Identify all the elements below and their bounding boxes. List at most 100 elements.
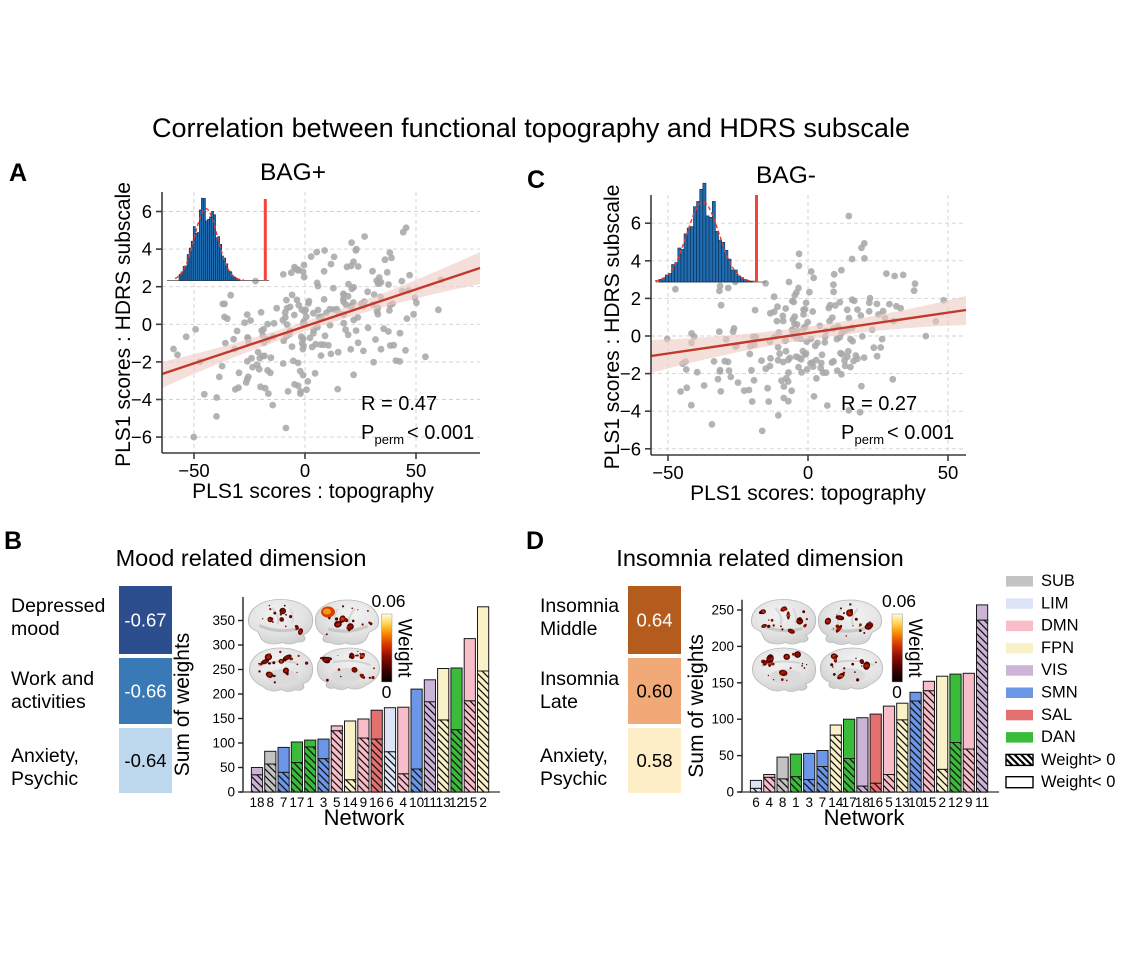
svg-text:Weight> 0: Weight> 0 (1041, 751, 1115, 769)
svg-text:Psychic: Psychic (540, 768, 607, 790)
svg-text:Sum of weights: Sum of weights (685, 634, 708, 778)
svg-text:3: 3 (805, 795, 813, 810)
svg-text:8: 8 (779, 795, 787, 810)
svg-text:P: P (841, 422, 854, 444)
svg-text:0.06: 0.06 (371, 591, 405, 611)
svg-text:−6: −6 (620, 438, 641, 459)
svg-text:Network: Network (324, 805, 406, 830)
svg-text:DAN: DAN (1041, 728, 1076, 746)
svg-text:LIM: LIM (1041, 594, 1069, 612)
svg-text:0: 0 (726, 785, 734, 800)
svg-text:4: 4 (766, 795, 774, 810)
svg-text:SMN: SMN (1041, 684, 1078, 702)
svg-text:0: 0 (892, 682, 902, 702)
svg-text:0.58: 0.58 (636, 750, 672, 771)
svg-text:7: 7 (280, 795, 288, 810)
svg-text:8: 8 (267, 795, 275, 810)
svg-text:2: 2 (479, 795, 487, 810)
svg-text:13: 13 (436, 795, 451, 810)
svg-text:perm: perm (855, 432, 885, 447)
svg-text:4: 4 (142, 239, 152, 260)
svg-text:9: 9 (965, 795, 973, 810)
svg-text:Insomnia related dimension: Insomnia related dimension (616, 545, 903, 571)
svg-text:R = 0.47: R = 0.47 (361, 393, 437, 415)
svg-text:100: 100 (212, 736, 235, 751)
svg-text:< 0.001: < 0.001 (407, 422, 474, 444)
svg-text:10: 10 (908, 795, 923, 810)
svg-text:SUB: SUB (1041, 572, 1075, 590)
svg-text:PLS1 scores : topography: PLS1 scores : topography (192, 480, 434, 503)
svg-text:Correlation between functional: Correlation between functional topograph… (152, 113, 910, 143)
svg-text:18: 18 (855, 795, 870, 810)
svg-text:9: 9 (360, 795, 368, 810)
svg-text:Sum of weights: Sum of weights (171, 633, 194, 777)
svg-text:18: 18 (249, 795, 264, 810)
svg-text:11: 11 (975, 795, 989, 810)
svg-text:BAG-: BAG- (756, 162, 816, 189)
svg-text:5: 5 (885, 795, 893, 810)
svg-text:VIS: VIS (1041, 661, 1068, 679)
svg-text:Mood related dimension: Mood related dimension (116, 545, 367, 571)
svg-text:1: 1 (306, 795, 314, 810)
svg-text:Weight: Weight (904, 619, 925, 679)
svg-text:D: D (526, 527, 544, 555)
svg-text:perm: perm (375, 432, 405, 447)
svg-text:−4: −4 (131, 389, 152, 410)
svg-text:-0.67: -0.67 (124, 610, 166, 631)
svg-text:0: 0 (227, 785, 235, 800)
svg-text:16: 16 (369, 795, 384, 810)
svg-text:FPN: FPN (1041, 639, 1074, 657)
svg-text:-0.66: -0.66 (124, 681, 166, 702)
svg-text:7: 7 (819, 795, 827, 810)
svg-text:Middle: Middle (540, 618, 597, 640)
svg-text:BAG+: BAG+ (260, 159, 326, 186)
svg-text:12: 12 (948, 795, 963, 810)
svg-text:Insomnia: Insomnia (540, 668, 619, 690)
svg-text:Anxiety,: Anxiety, (11, 745, 79, 767)
svg-text:50: 50 (719, 748, 734, 763)
svg-text:0.60: 0.60 (636, 681, 672, 702)
svg-text:200: 200 (212, 687, 235, 702)
svg-text:0: 0 (631, 326, 641, 347)
svg-text:Weight: Weight (394, 619, 415, 679)
svg-text:2: 2 (142, 276, 152, 297)
svg-text:350: 350 (212, 613, 235, 628)
svg-text:Psychic: Psychic (11, 768, 78, 790)
svg-text:0.06: 0.06 (882, 591, 916, 611)
svg-text:15: 15 (462, 795, 477, 810)
svg-text:5: 5 (333, 795, 341, 810)
svg-text:6: 6 (631, 213, 641, 234)
svg-text:2: 2 (631, 288, 641, 309)
svg-text:−4: −4 (620, 401, 641, 422)
svg-text:16: 16 (868, 795, 883, 810)
svg-text:-0.64: -0.64 (124, 750, 166, 771)
svg-text:150: 150 (711, 675, 734, 690)
svg-text:300: 300 (212, 638, 235, 653)
svg-text:100: 100 (711, 712, 734, 727)
svg-text:200: 200 (711, 639, 734, 654)
svg-text:0: 0 (300, 460, 310, 481)
svg-text:4: 4 (400, 795, 408, 810)
svg-text:Anxiety,: Anxiety, (540, 745, 608, 767)
svg-text:3: 3 (320, 795, 328, 810)
svg-text:Depressed: Depressed (11, 595, 105, 617)
svg-text:2: 2 (938, 795, 946, 810)
svg-text:14: 14 (343, 795, 359, 810)
svg-text:50: 50 (220, 760, 235, 775)
svg-text:150: 150 (212, 711, 235, 726)
svg-text:1: 1 (792, 795, 800, 810)
svg-text:15: 15 (921, 795, 936, 810)
svg-text:50: 50 (406, 460, 427, 481)
svg-text:< 0.001: < 0.001 (887, 422, 954, 444)
svg-text:11: 11 (423, 795, 437, 810)
svg-text:14: 14 (828, 795, 844, 810)
svg-text:4: 4 (631, 250, 641, 271)
svg-text:Network: Network (824, 805, 906, 830)
svg-text:50: 50 (938, 462, 959, 483)
svg-text:B: B (4, 527, 22, 555)
svg-text:250: 250 (212, 662, 235, 677)
svg-text:6: 6 (142, 201, 152, 222)
svg-text:PLS1 scores: topography: PLS1 scores: topography (690, 482, 926, 505)
svg-text:PLS1 scores : HDRS subscale: PLS1 scores : HDRS subscale (112, 182, 135, 467)
svg-text:0: 0 (803, 462, 813, 483)
